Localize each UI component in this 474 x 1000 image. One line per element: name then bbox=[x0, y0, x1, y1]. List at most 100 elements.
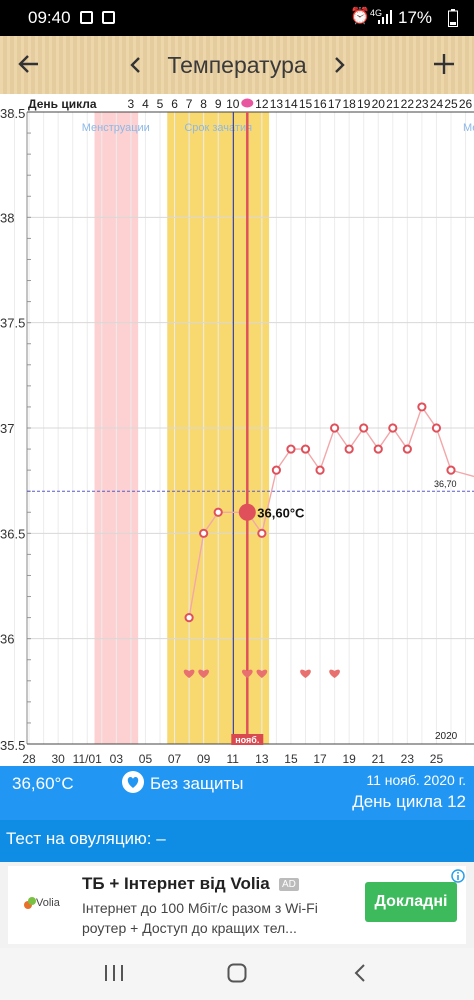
selected-data-point bbox=[238, 503, 256, 521]
data-point bbox=[199, 528, 209, 538]
ad-cta-button[interactable]: Докладні bbox=[365, 882, 457, 922]
data-point bbox=[359, 423, 369, 433]
prev-chevron-icon[interactable] bbox=[129, 56, 141, 74]
ad-title[interactable]: ТБ + Інтернет від Volia bbox=[82, 874, 270, 893]
ad-brand: Volia bbox=[36, 897, 60, 909]
page-title: Температура bbox=[167, 52, 307, 78]
data-point bbox=[330, 423, 340, 433]
ovulation-day-marker bbox=[241, 98, 254, 108]
x-tick-label: 30 bbox=[51, 752, 65, 766]
data-point bbox=[257, 528, 267, 538]
home-icon[interactable] bbox=[227, 963, 247, 983]
heart-icon bbox=[300, 669, 311, 678]
x-tick-label: 05 bbox=[139, 752, 153, 766]
next-menstruation-label: Ме bbox=[463, 122, 474, 134]
cycle-day-tick: 10 bbox=[226, 97, 240, 111]
coverline-label: 36,70 bbox=[434, 479, 457, 489]
alarm-icon: ⏰ bbox=[350, 8, 370, 25]
selected-date-tag: нояб. bbox=[235, 735, 259, 745]
battery-percent: 17% bbox=[398, 8, 433, 27]
cycle-day-tick: 21 bbox=[386, 97, 400, 111]
system-nav-bar bbox=[0, 948, 474, 1000]
year-label: 2020 bbox=[435, 731, 458, 742]
data-point bbox=[315, 465, 325, 475]
data-point bbox=[286, 444, 296, 454]
cycle-day-tick: 4 bbox=[142, 97, 149, 111]
check-notification-icon bbox=[102, 11, 115, 24]
x-tick-label: 25 bbox=[430, 752, 444, 766]
data-point bbox=[213, 507, 223, 517]
data-point bbox=[431, 423, 442, 433]
cycle-day-tick: 5 bbox=[157, 97, 164, 111]
cycle-day-tick: 9 bbox=[215, 97, 222, 111]
cycle-day-tick: 26 bbox=[459, 97, 473, 111]
y-tick-label: 36.5 bbox=[0, 526, 25, 541]
heart-icon bbox=[329, 669, 340, 678]
heart-icon bbox=[198, 669, 210, 678]
back-arrow-icon[interactable] bbox=[18, 53, 40, 75]
cycle-day-tick: 12 bbox=[255, 97, 269, 111]
cycle-day-row-label: День цикла bbox=[28, 97, 97, 111]
data-point bbox=[271, 465, 281, 475]
x-tick-label: 13 bbox=[255, 752, 269, 766]
cycle-day-tick: 18 bbox=[342, 97, 356, 111]
add-plus-icon[interactable] bbox=[433, 53, 455, 75]
cycle-day-tick: 17 bbox=[328, 97, 342, 111]
y-tick-label: 37.5 bbox=[0, 316, 25, 331]
ovulation-test-label: Тест на овуляцию: – bbox=[6, 829, 166, 848]
back-nav-icon[interactable] bbox=[354, 963, 366, 983]
info-bar[interactable]: 36,60°C Без защиты 11 нояб. 2020 г. День… bbox=[0, 766, 474, 820]
selected-point-label: 36,60°C bbox=[257, 505, 305, 520]
data-point bbox=[417, 402, 427, 412]
cycle-day-tick: 13 bbox=[270, 97, 284, 111]
y-tick-label: 35.5 bbox=[0, 738, 25, 753]
cycle-day-tick: 3 bbox=[128, 97, 135, 111]
status-time: 09:40 bbox=[28, 8, 71, 27]
recents-icon[interactable] bbox=[105, 965, 123, 981]
cycle-day-tick: 16 bbox=[313, 97, 327, 111]
x-tick-label: 03 bbox=[110, 752, 124, 766]
heart-icon bbox=[256, 669, 268, 678]
x-tick-label: 09 bbox=[197, 752, 211, 766]
ad-info-icon[interactable] bbox=[451, 869, 465, 883]
next-chevron-icon[interactable] bbox=[334, 56, 346, 74]
heart-circle-icon bbox=[122, 771, 144, 793]
y-tick-label: 36 bbox=[0, 632, 14, 647]
cycle-day-tick: 14 bbox=[284, 97, 298, 111]
x-tick-label: 11/01 bbox=[73, 752, 102, 766]
x-tick-label: 15 bbox=[284, 752, 298, 766]
status-bar: 09:40 ⏰ 4G 17% bbox=[0, 0, 474, 36]
cycle-day-tick: 15 bbox=[299, 97, 313, 111]
x-tick-label: 19 bbox=[342, 752, 356, 766]
image-notification-icon bbox=[80, 11, 93, 24]
cycle-day-tick: 8 bbox=[200, 97, 207, 111]
ovulation-test-bar[interactable]: Тест на овуляцию: – bbox=[0, 820, 474, 862]
data-point bbox=[402, 444, 412, 454]
cycle-day-tick: 19 bbox=[357, 97, 371, 111]
x-tick-label: 23 bbox=[401, 752, 415, 766]
selected-date: 11 нояб. 2020 г. bbox=[366, 772, 466, 788]
fertile-label: Срок зачатия bbox=[184, 122, 252, 134]
ad-banner[interactable]: Volia ТБ + Інтернет від Volia AD Інтерне… bbox=[8, 866, 466, 944]
heart-icon bbox=[183, 669, 195, 678]
data-point bbox=[184, 613, 194, 623]
data-point bbox=[373, 444, 383, 454]
selected-date-tag-bg bbox=[231, 734, 264, 745]
x-tick-label: 11 bbox=[227, 752, 240, 766]
cycle-day-tick: 22 bbox=[401, 97, 415, 111]
x-tick-label: 21 bbox=[372, 752, 386, 766]
cycle-day-tick: 6 bbox=[171, 97, 178, 111]
network-type: 4G bbox=[370, 8, 383, 18]
data-point bbox=[300, 444, 311, 454]
y-tick-label: 37 bbox=[0, 421, 14, 436]
protection-status: Без защиты bbox=[150, 774, 244, 793]
heart-icon bbox=[241, 669, 253, 678]
cycle-day-label: День цикла 12 bbox=[352, 792, 466, 811]
selected-temperature: 36,60°C bbox=[12, 774, 74, 793]
temperature-chart[interactable]: 38.5 38 37.5 37 36.5 36 35.5 День цикла 3 4 5 6 7 8 9 1… bbox=[0, 94, 474, 766]
y-tick-label: 38.5 bbox=[0, 106, 25, 121]
battery-icon bbox=[448, 9, 458, 27]
y-tick-label: 38 bbox=[0, 210, 14, 225]
cycle-day-tick: 24 bbox=[430, 97, 444, 111]
